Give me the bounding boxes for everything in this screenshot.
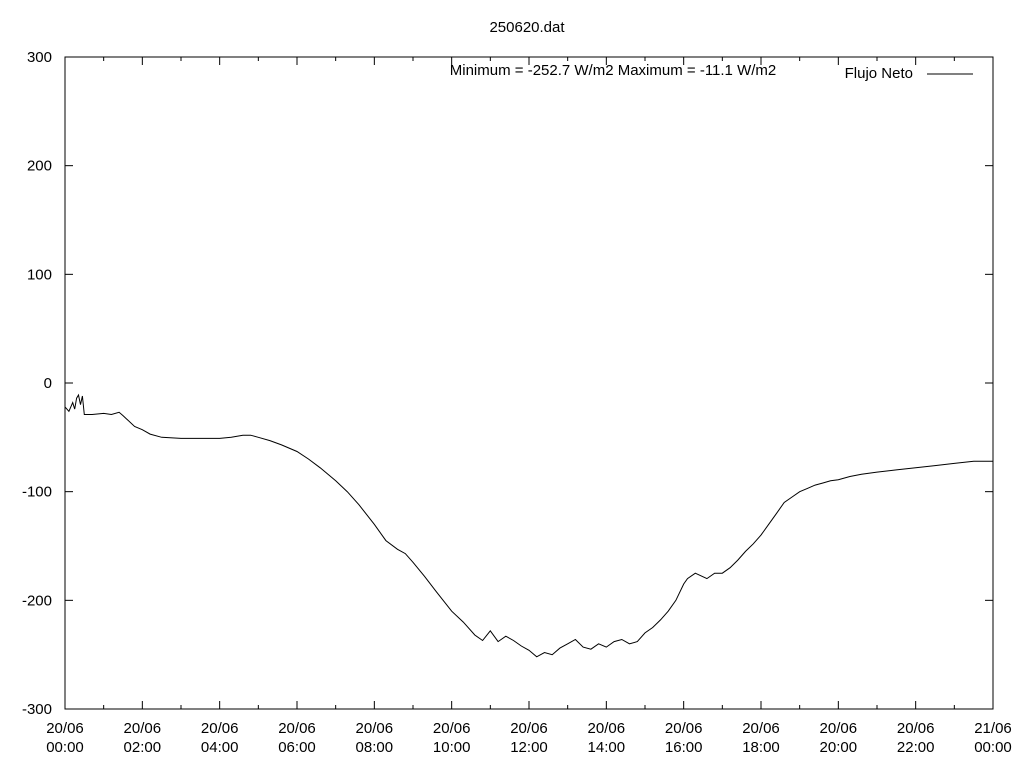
x-axis: 20/06 00:00 20/06 02:00 20/06 04:00 20/06 06:00… xyxy=(46,57,1012,756)
x-tick-label-date: 20/06 xyxy=(201,720,239,737)
x-tick-label-date: 20/06 xyxy=(278,720,316,737)
y-tick-label: 300 xyxy=(27,49,52,66)
x-tick-label-date: 20/06 xyxy=(46,720,84,737)
x-tick-label-date: 20/06 xyxy=(588,720,626,737)
plot-frame xyxy=(64,56,994,710)
y-tick-label: 100 xyxy=(27,266,52,283)
y-tick-label: 200 xyxy=(27,158,52,175)
x-tick-label-date: 21/06 xyxy=(974,720,1012,737)
x-tick-label-time: 12:00 xyxy=(510,739,548,756)
x-tick-label-time: 00:00 xyxy=(46,739,84,756)
series-line-flujo-neto xyxy=(64,393,993,658)
x-tick-label-time: 06:00 xyxy=(278,739,316,756)
x-tick-label-time: 14:00 xyxy=(588,739,626,756)
y-tick-label: 0 xyxy=(44,375,52,392)
x-tick-label-date: 20/06 xyxy=(897,720,935,737)
y-tick-label: -200 xyxy=(22,592,52,609)
x-tick-label-time: 00:00 xyxy=(974,739,1012,756)
x-tick-label-date: 20/06 xyxy=(742,720,780,737)
x-tick-label-time: 20:00 xyxy=(820,739,858,756)
x-tick-label-date: 20/06 xyxy=(665,720,703,737)
chart-title: 250620.dat xyxy=(489,19,565,36)
x-tick-label-time: 04:00 xyxy=(201,739,239,756)
x-tick-label-date: 20/06 xyxy=(433,720,471,737)
y-tick-label: -100 xyxy=(22,484,52,501)
x-tick-label-time: 08:00 xyxy=(356,739,394,756)
x-tick-label-time: 22:00 xyxy=(897,739,935,756)
x-tick-label-time: 16:00 xyxy=(665,739,703,756)
x-tick-label-date: 20/06 xyxy=(124,720,162,737)
x-tick-label-time: 10:00 xyxy=(433,739,471,756)
y-tick-label: -300 xyxy=(22,701,52,718)
y-axis: 300 200 100 0 -100 -200 -300 xyxy=(22,49,993,718)
legend: Flujo Neto xyxy=(845,65,973,82)
min-max-annotation: Minimum = -252.7 W/m2 Maximum = -11.1 W/… xyxy=(450,62,776,79)
x-tick-label-date: 20/06 xyxy=(356,720,394,737)
x-tick-label-time: 02:00 xyxy=(124,739,162,756)
x-tick-label-date: 20/06 xyxy=(510,720,548,737)
x-tick-label-date: 20/06 xyxy=(820,720,858,737)
x-tick-label-time: 18:00 xyxy=(742,739,780,756)
legend-label: Flujo Neto xyxy=(845,65,913,82)
